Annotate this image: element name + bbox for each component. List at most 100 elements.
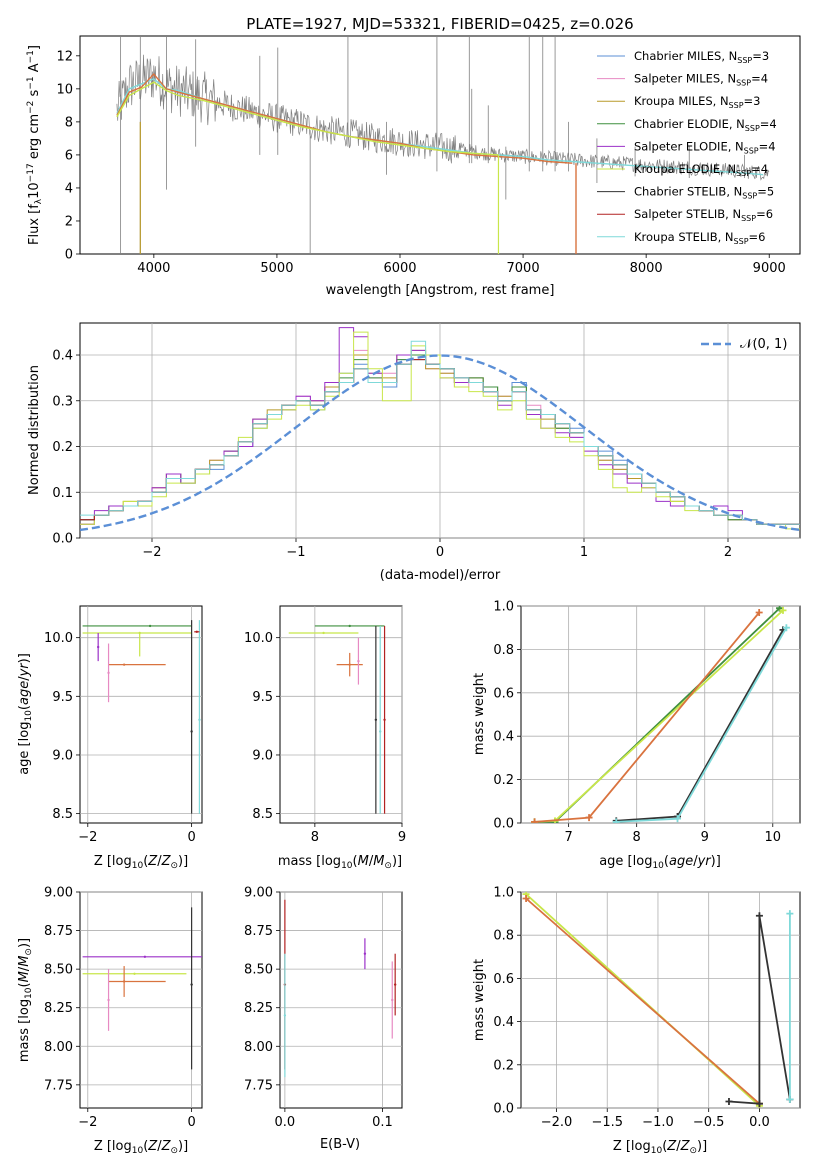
gaussian-reference-curve	[80, 354, 800, 532]
y-tick-label: 0.4	[52, 349, 73, 364]
y-tick-label: 0.2	[493, 773, 514, 788]
errorbar-point	[198, 718, 201, 721]
weight-marker	[786, 1095, 794, 1103]
plot-area	[522, 892, 794, 1108]
x-tick-label: 0	[187, 830, 195, 845]
x-tick-label: 0.0	[275, 1115, 296, 1130]
x-tick-label: −2.0	[541, 1115, 573, 1130]
model-spectrum-line	[116, 78, 764, 176]
y-tick-label: 8.00	[244, 1040, 273, 1055]
x-tick-label: −1.5	[591, 1115, 623, 1130]
weight-marker	[531, 818, 539, 823]
errorbar-point	[379, 730, 382, 733]
weight-vs-age-panel: 7 8 9 10 0.0 0.2 0.4 0.6 0.8 1.0 age [log10(age/y…	[472, 600, 801, 871]
legend-subscript: SSP	[736, 169, 751, 178]
x-tick-label: −0.5	[693, 1115, 725, 1130]
legend-subscript: SSP	[734, 237, 749, 246]
age-vs-mass-xlabel: mass [log10(M/M⊙)]	[278, 854, 402, 871]
y-tick-label: 8.25	[44, 1001, 73, 1016]
legend-entry: Kroupa MILES, NSSP=3	[634, 94, 760, 110]
weight-vs-z-ylabel: mass weight	[472, 959, 487, 1041]
errorbar-point	[383, 718, 386, 721]
x-tick-label: 5000	[260, 261, 293, 276]
errorbar-point	[203, 922, 205, 924]
weight-marker	[779, 606, 787, 614]
x-tick-label: 0.0	[749, 1115, 770, 1130]
weight-vs-z-axes-frame	[520, 891, 801, 1109]
y-tick-label: 9.00	[244, 886, 273, 901]
y-tick-label: 1.0	[493, 600, 514, 615]
spectrum-panel: 4000 5000 6000 7000 8000 9000 0 2 4 6 8 10 12 Chabrie…	[26, 35, 801, 298]
y-tick-label: 0.4	[493, 1015, 514, 1030]
mass-vs-z-panel: −2 0 7.75 8.00 8.25 8.50 8.75 9.00 Z [log10(Z/Z…	[17, 886, 205, 1156]
spectrum-xlabel: wavelength [Angstrom, rest frame]	[326, 283, 555, 298]
y-tick-label: 6	[65, 148, 73, 163]
age-vs-z-panel: −2 0 8.5 9.0 9.5 10.0 Z [log10(Z/Z⊙)] age [lo…	[17, 605, 203, 871]
x-tick-label: −1	[286, 545, 305, 560]
legend-count: =6	[756, 207, 773, 221]
errorbar-point	[195, 630, 199, 634]
legend-entry: 𝒩(0, 1)	[740, 337, 787, 352]
errorbar-point	[148, 624, 152, 628]
y-tick-label: 9.0	[52, 748, 73, 763]
y-tick-label: 8.00	[44, 1040, 73, 1055]
y-tick-label: 12	[56, 49, 73, 64]
weight-line	[525, 897, 760, 1105]
legend-subscript: SSP	[729, 101, 744, 110]
x-tick-label: 7000	[507, 261, 540, 276]
y-tick-label: 4	[65, 181, 73, 196]
weight-line	[534, 607, 781, 823]
legend-subscript: SSP	[744, 146, 759, 155]
y-tick-label: 10.0	[44, 631, 73, 646]
x-tick-label: 9	[701, 830, 709, 845]
errorbar-point	[363, 952, 367, 955]
errorbar-point	[322, 631, 325, 635]
legend-entry: Chabrier MILES, NSSP=3	[634, 49, 769, 65]
spectrum-legend: Chabrier MILES, NSSP=3 Salpeter MILES, NS…	[597, 49, 777, 246]
legend-count: =6	[749, 230, 766, 244]
y-tick-label: 0.8	[493, 929, 514, 944]
data-spectrum-line	[116, 54, 770, 181]
y-tick-label: 0.2	[493, 1058, 514, 1073]
errorbar-point	[133, 972, 136, 975]
y-tick-label: 0.6	[493, 686, 514, 701]
model-spectrum-line	[116, 81, 499, 156]
y-tick-label: 8.75	[244, 924, 273, 939]
errorbar-point	[283, 1014, 287, 1017]
x-tick-label: 8000	[630, 261, 663, 276]
legend-subscript: SSP	[745, 124, 760, 133]
legend-subscript: SSP	[741, 214, 756, 223]
legend-subscript: SSP	[737, 56, 752, 65]
x-tick-label: 9	[398, 830, 406, 845]
x-tick-label: 2	[724, 545, 732, 560]
weight-marker	[674, 815, 682, 823]
legend-count: =4	[751, 72, 768, 86]
errorbar-point	[393, 983, 397, 986]
weight-marker	[755, 609, 763, 617]
y-tick-label: 0.4	[493, 730, 514, 745]
x-tick-label: −2	[78, 1115, 97, 1130]
y-tick-label: 8.75	[44, 924, 73, 939]
y-tick-label: 0.1	[52, 486, 73, 501]
mass-vs-ebv-axes-frame	[279, 891, 403, 1109]
plot-area	[531, 606, 790, 823]
y-tick-label: 10	[56, 82, 73, 97]
y-tick-label: 0.8	[493, 643, 514, 658]
weight-marker	[522, 894, 530, 902]
errorbar-point	[96, 645, 100, 649]
plot-area	[283, 899, 397, 1078]
errorbar-point	[391, 998, 394, 1002]
y-tick-label: 0.6	[493, 972, 514, 987]
x-tick-label: −1.0	[642, 1115, 674, 1130]
legend-entry: Salpeter ELODIE, NSSP=4	[634, 139, 776, 155]
errorbar-point	[107, 998, 110, 1002]
legend-entry: Chabrier ELODIE, NSSP=4	[634, 117, 777, 133]
legend-count: =5	[757, 185, 774, 199]
errorbar-point	[190, 730, 193, 733]
weight-line	[616, 627, 788, 823]
errorbar-point	[190, 983, 193, 986]
errorbar-point	[122, 980, 126, 983]
y-tick-label: 8.25	[244, 1001, 273, 1016]
age-vs-mass-axes-frame	[279, 605, 403, 824]
y-tick-label: 9.5	[252, 690, 273, 705]
